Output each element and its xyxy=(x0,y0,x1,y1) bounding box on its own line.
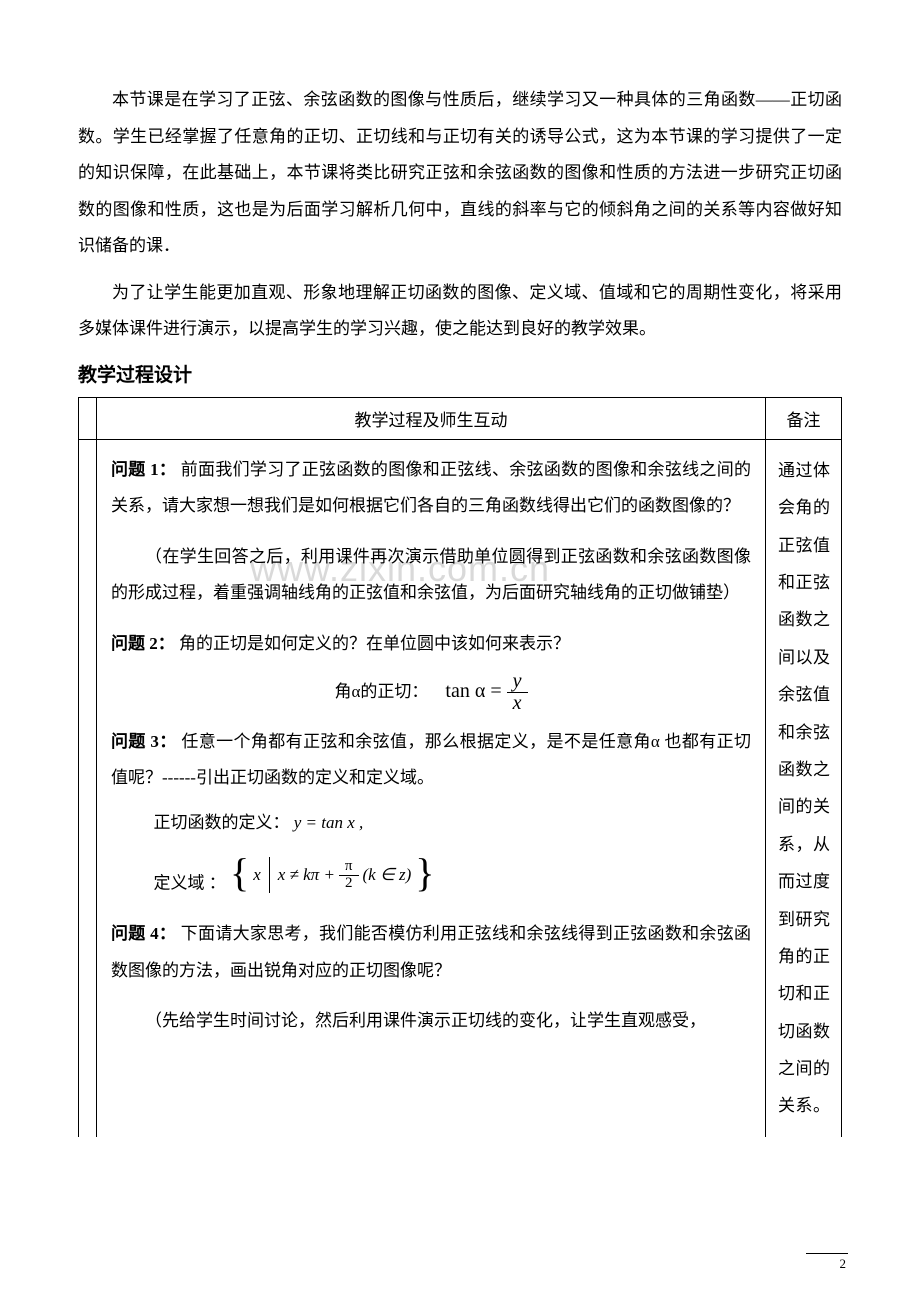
domain-line: 定义域 ： { x x ≠ kπ + π 2 (k ∈ z) xyxy=(111,849,751,910)
frac-den: x xyxy=(507,693,528,714)
q3-label: 问题 3： xyxy=(111,732,177,751)
q4-label: 问题 4： xyxy=(111,924,176,943)
q2-label: 问题 2： xyxy=(111,634,175,653)
table-body-row: 问题 1： 前面我们学习了正弦函数的图像和正弦线、余弦函数的图像和余弦线之间的关… xyxy=(79,439,842,1137)
tan-lhs: tan α xyxy=(445,680,485,702)
def-label: 正切函数的定义： xyxy=(154,813,290,832)
q1-label: 问题 1： xyxy=(111,460,176,479)
question-1: 问题 1： 前面我们学习了正弦函数的图像和正弦线、余弦函数的图像和余弦线之间的关… xyxy=(111,452,751,525)
footer-rule xyxy=(806,1253,848,1254)
domain-label: 定义域 ： xyxy=(154,873,226,892)
intro-paragraph-2: 为了让学生能更加直观、形象地理解正切函数的图像、定义域、值域和它的周期性变化，将… xyxy=(78,275,842,348)
q2-text: 角的正切是如何定义的？在单位圆中该如何来表示？ xyxy=(175,634,570,653)
domain-set: { x x ≠ kπ + π 2 (k ∈ z) } xyxy=(230,857,435,894)
header-stub xyxy=(79,397,97,439)
body-stub xyxy=(79,439,97,1137)
frac-num: y xyxy=(507,671,528,693)
section-heading: 教学过程设计 xyxy=(78,360,842,387)
header-notes: 备注 xyxy=(766,397,842,439)
q1-text: 前面我们学习了正弦函数的图像和正弦线、余弦函数的图像和余弦线之间的关系，请大家想… xyxy=(111,460,751,516)
fraction-y-over-x: y x xyxy=(507,671,528,714)
question-4: 问题 4： 下面请大家思考，我们能否模仿利用正弦线和余弦线得到正弦函数和余弦函数… xyxy=(111,916,751,989)
body-main: 问题 1： 前面我们学习了正弦函数的图像和正弦线、余弦函数的图像和余弦线之间的关… xyxy=(97,439,766,1137)
intro-paragraph-1: 本节课是在学习了正弦、余弦函数的图像与性质后，继续学习又一种具体的三角函数——正… xyxy=(78,82,842,265)
lesson-table: 教学过程及师生互动 备注 问题 1： 前面我们学习了正弦函数的图像和正弦线、余弦… xyxy=(78,397,842,1137)
tan-eq: = xyxy=(490,680,506,702)
formula-tan-prefix: 角α的正切： xyxy=(334,682,428,701)
body-notes: 通过体会角的正弦值和正弦函数之间以及余弦值和余弦函数之间的关系，从而过度到研究角… xyxy=(766,439,842,1137)
aside-2: （先给学生时间讨论，然后利用课件演示正切线的变化，让学生直观感受， xyxy=(111,1003,751,1040)
table-header-row: 教学过程及师生互动 备注 xyxy=(79,397,842,439)
q4-text: 下面请大家思考，我们能否模仿利用正弦线和余弦线得到正弦函数和余弦函数图像的方法，… xyxy=(111,924,751,980)
question-3: 问题 3： 任意一个角都有正弦和余弦值，那么根据定义，是不是任意角α 也都有正切… xyxy=(111,724,751,797)
header-main: 教学过程及师生互动 xyxy=(97,397,766,439)
definition-line: 正切函数的定义： y = tan x , xyxy=(111,797,751,850)
def-formula: y = tan x xyxy=(294,813,355,832)
page-number: 2 xyxy=(840,1256,847,1272)
aside-1: （在学生回答之后，利用课件再次演示借助单位圆得到正弦函数和余弦函数图像的形成过程… xyxy=(111,539,751,612)
question-2: 问题 2： 角的正切是如何定义的？在单位圆中该如何来表示？ xyxy=(111,626,751,663)
formula-tan: 角α的正切： tan α = y x xyxy=(111,663,751,724)
q3-text: 任意一个角都有正弦和余弦值，那么根据定义，是不是任意角α 也都有正切值呢？---… xyxy=(111,732,751,788)
